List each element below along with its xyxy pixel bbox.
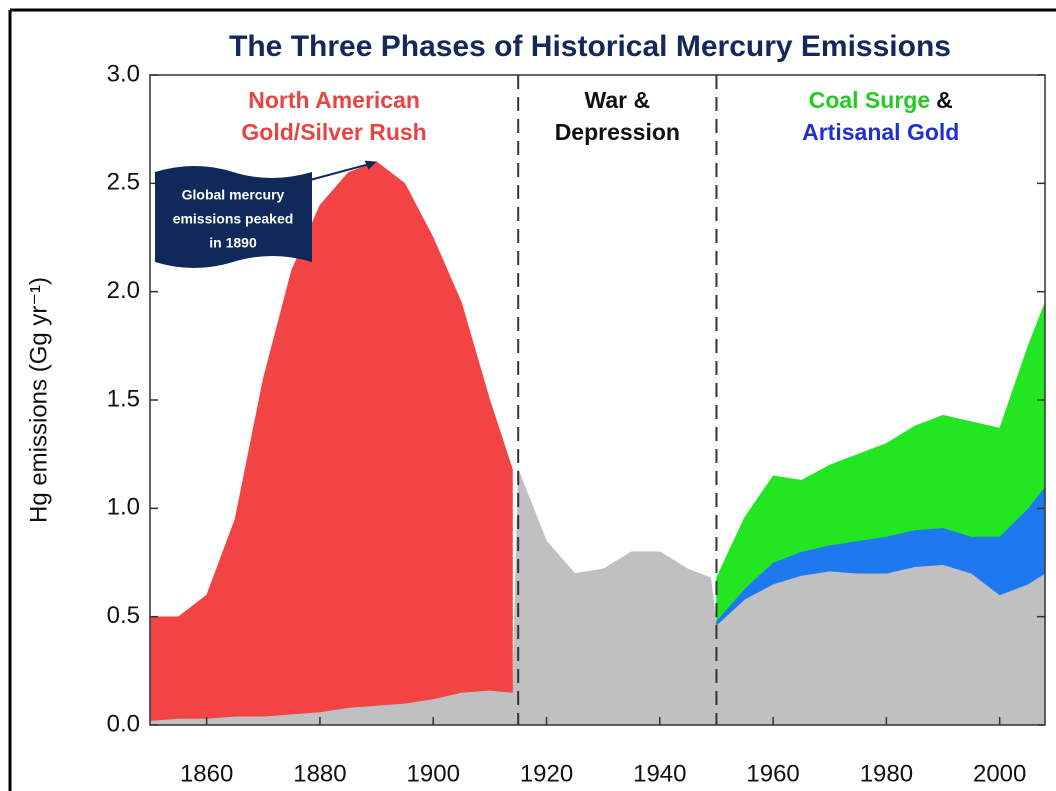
phase-label: Depression [555,119,680,145]
phase-label-part: Gold/Silver Rush [241,119,426,145]
y-tick-label: 3.0 [107,60,140,87]
y-axis-label: Hg emissions (Gg yr⁻¹) [25,277,52,523]
phase-label-part: Artisanal Gold [802,119,959,145]
phase-label: Artisanal Gold [802,119,959,145]
chart-title: The Three Phases of Historical Mercury E… [229,30,951,63]
y-tick-label: 0.5 [107,602,140,629]
phase-label-part: North American [248,87,420,113]
phase-label: Gold/Silver Rush [241,119,426,145]
phase-label-part: & [936,87,953,113]
x-tick-label: 1920 [520,760,573,787]
callout-arrow [309,162,371,181]
x-tick-label: 1860 [180,760,233,787]
phase-label: Coal Surge & [809,87,953,113]
y-tick-label: 0.0 [107,710,140,737]
phase-label: War & [585,87,651,113]
x-tick-label: 1960 [746,760,799,787]
x-tick-label: 1900 [407,760,460,787]
callout-text: in 1890 [209,235,257,251]
phase-label-part: Depression [555,119,680,145]
callout-box [155,166,312,268]
x-tick-label: 1940 [633,760,686,787]
y-tick-label: 2.5 [107,169,140,196]
x-tick-label: 1880 [293,760,346,787]
area [149,161,513,721]
x-tick-label: 1980 [860,760,913,787]
phase-label-part: War & [585,87,651,113]
x-tick-label: 2000 [973,760,1026,787]
y-tick-label: 2.0 [107,277,140,304]
y-tick-label: 1.0 [107,494,140,521]
phase-label: North American [248,87,420,113]
callout-text: emissions peaked [173,211,294,227]
callout-arrowhead [364,160,377,170]
phase-label-part: Coal Surge [809,87,930,113]
y-tick-label: 1.5 [107,385,140,412]
callout-text: Global mercury [182,187,285,203]
